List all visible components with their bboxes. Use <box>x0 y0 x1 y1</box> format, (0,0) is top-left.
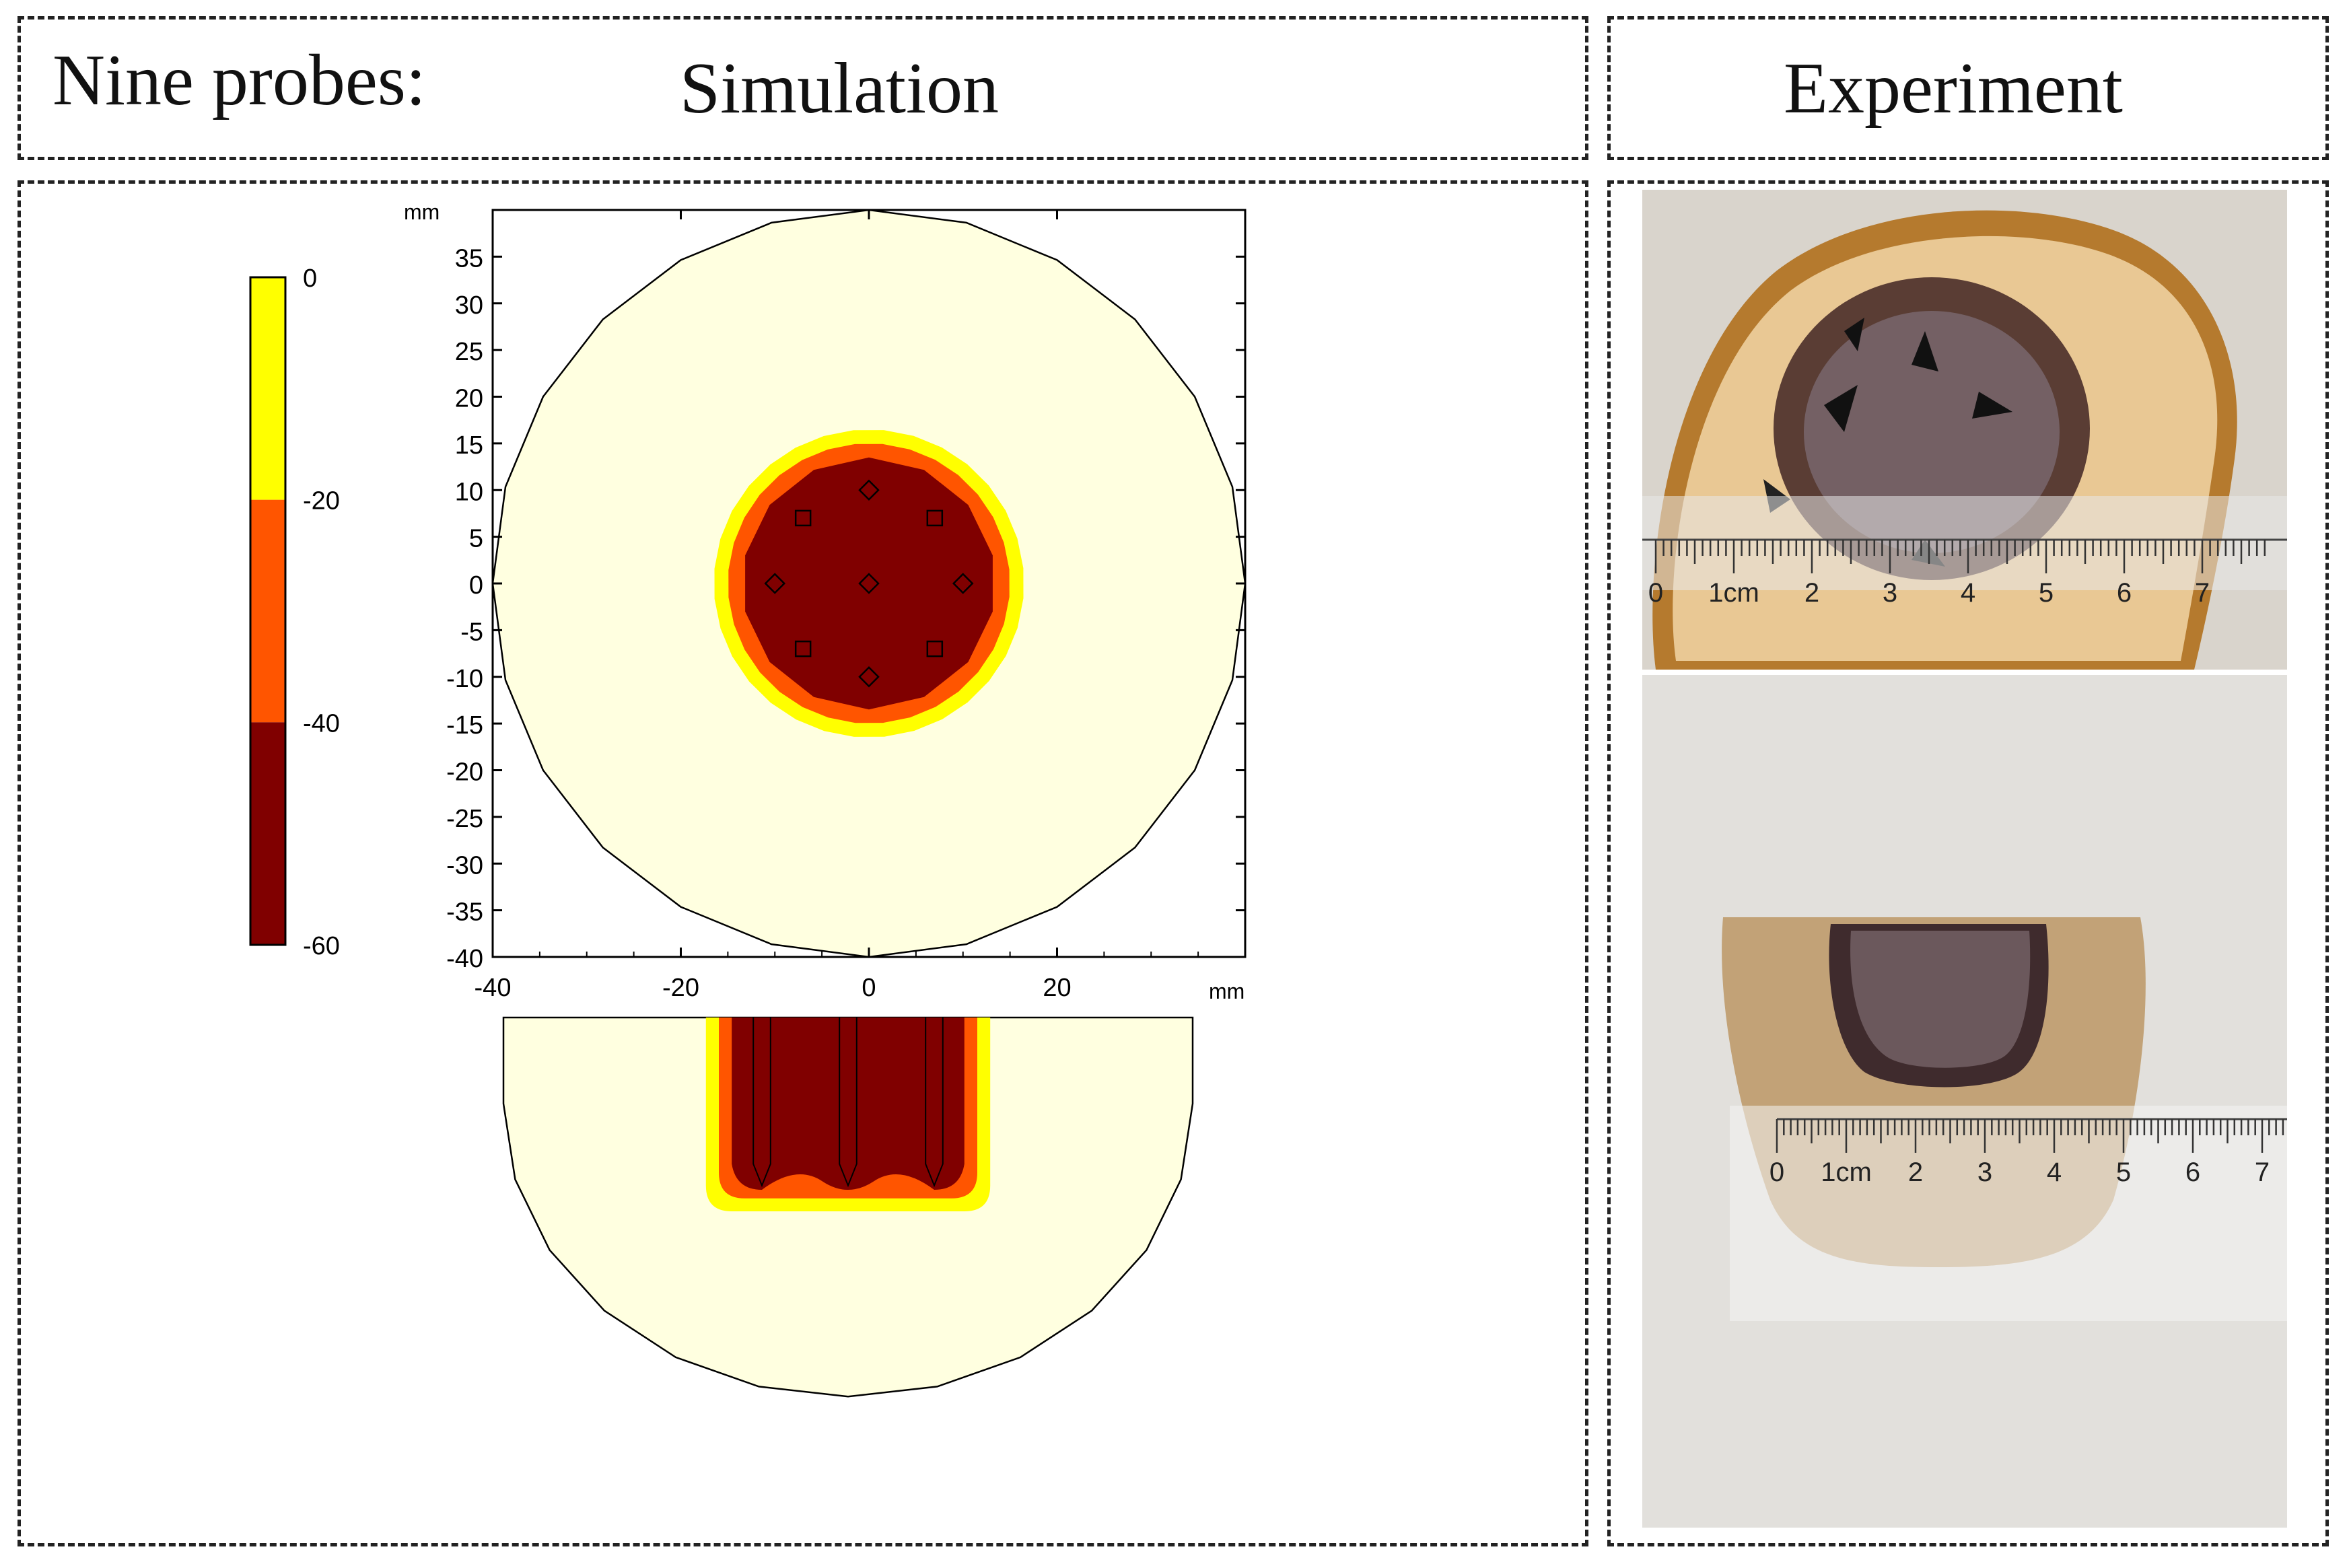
colorbar-frame <box>249 276 287 946</box>
y-tick-label: -40 <box>446 945 483 973</box>
y-tick-label: 5 <box>469 525 483 553</box>
colorbar-band <box>250 277 285 500</box>
probe-diamond-marker <box>952 573 974 594</box>
probe-square-marker <box>794 640 812 657</box>
y-tick-label: -35 <box>446 898 483 927</box>
ruler-label: 1cm <box>1821 1157 1872 1187</box>
probe-square-marker <box>926 640 944 657</box>
probe-diamond-marker <box>858 666 880 688</box>
experiment-title: Experiment <box>1784 48 2123 129</box>
probe-diamond-marker <box>764 573 786 594</box>
ruler-label: 0 <box>1648 578 1663 608</box>
ruler-label: 5 <box>2039 578 2054 608</box>
ruler-label: 4 <box>1961 578 1975 608</box>
side-probe <box>752 1018 771 1188</box>
x-unit-label: mm <box>1209 979 1244 1003</box>
experiment-top-photo: 0 1cm 2 3 4 5 6 7 <box>1642 190 2287 670</box>
ruler-label: 6 <box>2185 1157 2200 1187</box>
y-tick-label: 10 <box>455 478 483 506</box>
colorbar: 0 -20 -40 -60 <box>249 264 340 960</box>
probe-square-marker <box>794 509 812 527</box>
plot-axes: 35 30 25 20 15 10 5 0 -5 -10 -15 -20 -25 -30 -35 -40-40… <box>404 200 1247 1003</box>
y-tick-label: 30 <box>455 291 483 320</box>
experiment-header-panel <box>1607 16 2329 160</box>
y-tick-label: -20 <box>446 758 483 787</box>
experiment-panel <box>1607 180 2329 1546</box>
ruler-label: 0 <box>1769 1157 1784 1187</box>
ruler-label: 5 <box>2116 1157 2131 1187</box>
ruler-label: 2 <box>1908 1157 1923 1187</box>
side-probe <box>839 1018 857 1188</box>
y-unit-label: mm <box>404 200 440 224</box>
bottom-ruler: 0 1cm 2 3 4 5 6 7 <box>1769 1119 2284 1187</box>
side-view-contour <box>502 1016 1194 1398</box>
x-tick-label: 20 <box>1043 974 1071 1002</box>
y-tick-label: -10 <box>446 665 483 693</box>
simulation-panel <box>17 180 1588 1546</box>
y-tick-label: -30 <box>446 851 483 880</box>
nine-probes-label: Nine probes: <box>52 40 426 120</box>
y-tick-label: 25 <box>455 338 483 366</box>
y-tick-label: 0 <box>469 571 483 600</box>
y-tick-label: 20 <box>455 385 483 413</box>
x-tick-label: 0 <box>862 974 876 1002</box>
side-contour-minus60 <box>732 1018 965 1190</box>
x-tick-label: -20 <box>662 974 699 1002</box>
colorbar-tick-label: -20 <box>303 487 340 515</box>
y-tick-label: -25 <box>446 805 483 833</box>
probe-diamond-marker <box>858 573 880 594</box>
colorbar-band <box>250 499 285 723</box>
side-probe <box>925 1018 944 1188</box>
probe-diamond-marker <box>858 479 880 501</box>
top-view-contour-plot <box>491 209 1247 958</box>
experiment-bottom-photo: 0 1cm 2 3 4 5 6 7 <box>1642 675 2287 1528</box>
ruler-label: 6 <box>2117 578 2132 608</box>
simulation-header-panel <box>17 16 1588 160</box>
y-tick-label: 35 <box>455 244 483 273</box>
simulation-title: Simulation <box>680 48 1000 129</box>
top-ruler: 0 1cm 2 3 4 5 6 7 <box>1648 540 2266 608</box>
ruler-label: 4 <box>2047 1157 2062 1187</box>
ruler-label: 3 <box>1977 1157 1992 1187</box>
y-tick-label: 15 <box>455 431 483 460</box>
probe-square-marker <box>926 509 944 527</box>
y-tick-label: -5 <box>460 618 483 646</box>
contour-minus60 <box>745 457 993 710</box>
ruler-label: 7 <box>2195 578 2210 608</box>
ruler-label: 3 <box>1883 578 1897 608</box>
ruler-label: 2 <box>1804 578 1819 608</box>
x-tick-label: -40 <box>475 974 512 1002</box>
colorbar-band <box>250 722 285 945</box>
y-tick-label: -15 <box>446 711 483 740</box>
colorbar-tick-label: 0 <box>303 264 317 293</box>
ruler-label: 7 <box>2255 1157 2270 1187</box>
colorbar-tick-label: -60 <box>303 932 340 960</box>
ruler-label: 1cm <box>1708 578 1759 608</box>
colorbar-tick-label: -40 <box>303 709 340 738</box>
